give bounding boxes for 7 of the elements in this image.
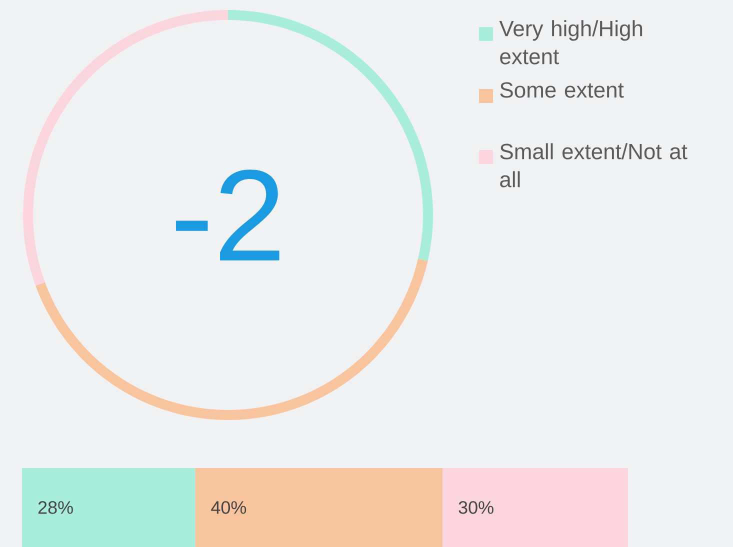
legend-label: Some extent xyxy=(500,82,624,98)
data-label: 30% xyxy=(458,501,494,514)
data-label: 28% xyxy=(38,501,73,514)
text: -2 xyxy=(176,170,280,260)
legend-label: Very high/High extent xyxy=(499,20,642,64)
legend-label: Small extent/Not at all xyxy=(500,143,688,188)
data-label: 40% xyxy=(211,501,246,514)
